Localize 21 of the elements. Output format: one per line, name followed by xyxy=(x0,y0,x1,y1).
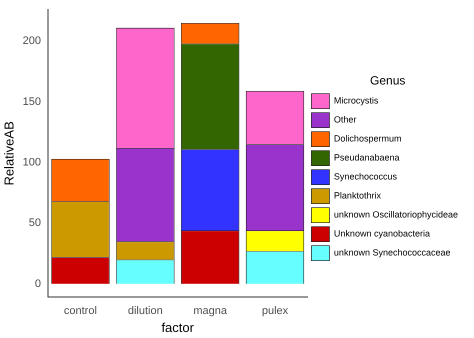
legend-label: Dolichospermum xyxy=(334,134,402,144)
y-tick-label: 0 xyxy=(34,278,41,290)
y-axis-title: RelativeAB xyxy=(1,121,16,186)
legend-label: Synechococcus xyxy=(334,172,398,182)
y-tick-label: 50 xyxy=(28,217,41,230)
legend-label: unknown Oscillatoriophycideae xyxy=(334,210,458,220)
y-tick-label: 200 xyxy=(22,35,41,48)
y-tick-label: 150 xyxy=(22,96,41,108)
legend-label: Planktothrix xyxy=(334,190,382,201)
legend-label: Microcystis xyxy=(334,96,379,106)
x-tick-label: control xyxy=(64,304,97,317)
legend-label: Pseudanabaena xyxy=(334,152,400,163)
legend-label: Other xyxy=(334,114,356,125)
legend-title: Genus xyxy=(370,74,406,88)
legend-label: Unknown cyanobacteria xyxy=(334,228,430,239)
y-tick-label: 100 xyxy=(22,156,41,169)
x-tick-label: pulex xyxy=(262,304,289,317)
x-tick-label: magna xyxy=(193,304,228,317)
x-axis-title: factor xyxy=(161,320,195,335)
legend-label: unknown Synechococcaceae xyxy=(334,248,451,258)
x-tick-label: dilution xyxy=(128,304,163,317)
